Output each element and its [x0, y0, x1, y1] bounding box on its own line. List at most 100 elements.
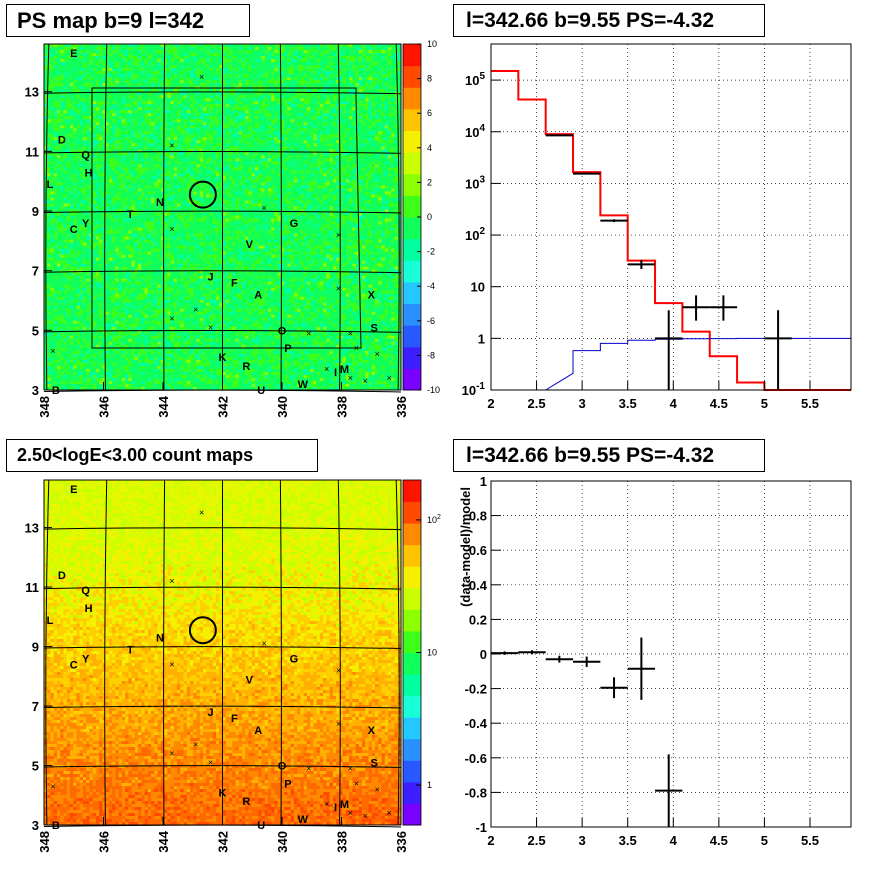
- bottom-left-y-tick-label: 11: [25, 580, 39, 595]
- bottom-right-y-tick-label: -0.8: [465, 785, 487, 800]
- bottom-left-x-tick-label: 346: [97, 831, 112, 853]
- top-left-source-marker: ×: [348, 328, 353, 338]
- bottom-left-meridian: [279, 479, 282, 826]
- top-left-source-marker: ×: [354, 343, 359, 353]
- top-right-x-tick-label: 3.5: [619, 396, 637, 411]
- bottom-right-x-tick-label: 4: [670, 833, 678, 848]
- bottom-left-source-label: U: [257, 820, 265, 832]
- top-left-colorbar-tick-label: -10: [427, 385, 440, 395]
- top-left-colorbar-band: [403, 195, 421, 218]
- top-left-parallel: [43, 270, 402, 274]
- top-left-meridian: [279, 43, 282, 391]
- top-left-source-marker: ×: [169, 140, 174, 150]
- bottom-left-source-marker: ×: [336, 719, 341, 729]
- bottom-right-y-tick-label: -0.4: [465, 716, 488, 731]
- bottom-left-colorbar-band: [403, 760, 421, 783]
- top-left-meridian: [337, 43, 341, 391]
- top-left-meridian: [163, 43, 166, 391]
- bottom-left-meridian: [337, 479, 341, 826]
- top-right-title: l=342.66 b=9.55 PS=-4.32: [453, 4, 765, 37]
- top-left-source-marker: ×: [386, 373, 391, 383]
- top-left-y-tick-label: 3: [32, 383, 39, 398]
- bottom-right-y-tick-label: 0: [480, 647, 487, 662]
- bottom-left-colorbar-band: [403, 587, 421, 610]
- bottom-right-x-tick-label: 3: [579, 833, 586, 848]
- top-left-x-tick-label: 344: [156, 395, 171, 417]
- top-left-x-tick-label: 338: [335, 396, 350, 418]
- bottom-left-x-tick-label: 344: [156, 830, 171, 852]
- top-left-colorbar-band: [403, 325, 421, 348]
- top-left-colorbar-band: [403, 130, 421, 153]
- bottom-right-y-tick-label: 0.6: [469, 543, 487, 558]
- top-left-source-label: Q: [81, 149, 90, 161]
- top-left-y-tick-label: 7: [32, 264, 39, 279]
- bottom-left-source-label: G: [290, 653, 299, 665]
- top-right-y-tick-label: 10-1: [462, 381, 486, 398]
- top-left-source-label: Y: [82, 218, 90, 230]
- bottom-right-grid: [490, 480, 851, 828]
- bottom-left-source-marker: ×: [324, 799, 329, 809]
- bottom-right-y-tick-label: 0.2: [469, 612, 487, 627]
- top-left-meridian: [45, 43, 50, 391]
- top-left-title: PS map b=9 l=342: [6, 4, 250, 37]
- bottom-left-colorbar-band: [403, 630, 421, 653]
- top-left-colorbar-band: [403, 87, 421, 110]
- bottom-left-y-tick-label: 7: [32, 699, 39, 714]
- bottom-left-colorbar-band: [403, 803, 421, 826]
- bottom-left-source-label: I: [334, 802, 337, 814]
- top-left-source-marker: ×: [348, 373, 353, 383]
- bottom-left-source-label: J: [208, 707, 214, 719]
- top-left-source-marker: ×: [169, 313, 174, 323]
- bottom-left-y-tick-label: 3: [32, 818, 39, 833]
- top-left-source-marker: ×: [336, 230, 341, 240]
- bottom-left-meridian: [163, 479, 166, 826]
- bottom-right-x-tick-label: 3.5: [619, 833, 637, 848]
- top-right-y-tick-label: 103: [465, 174, 485, 191]
- top-left-source-marker: ×: [306, 328, 311, 338]
- top-left-source-marker: ×: [363, 376, 368, 386]
- bottom-left-colorbar-band: [403, 652, 421, 675]
- bottom-left-meridian: [104, 479, 108, 826]
- bottom-left-colorbar: [403, 480, 421, 826]
- top-left-source-marker: ×: [262, 203, 267, 213]
- bottom-right-y-tick-label: 0.8: [469, 509, 487, 524]
- top-left-y-tick-label: 11: [25, 144, 39, 159]
- bottom-left-y-tick-label: 9: [32, 640, 39, 655]
- bottom-left-colorbar-band: [403, 674, 421, 697]
- bottom-left-colorbar-tick-label: 102: [427, 514, 441, 525]
- bottom-left-source-label: N: [156, 633, 164, 645]
- top-left-colorbar-band: [403, 217, 421, 240]
- top-right-y-tick-label: 1: [478, 331, 485, 346]
- bottom-left-source-marker: ×: [354, 778, 359, 788]
- bottom-right-x-tick-label: 4.5: [710, 833, 728, 848]
- bottom-left-source-label: C: [70, 659, 78, 671]
- bottom-left-source-marker: ×: [375, 784, 380, 794]
- top-left-source-label: J: [208, 272, 214, 284]
- bottom-left-source-marker: ×: [193, 740, 198, 750]
- top-left-target-circle: [188, 180, 217, 209]
- top-left-parallel: [43, 210, 402, 214]
- top-left-source-label: B: [52, 385, 60, 397]
- bottom-left-source-marker: ×: [50, 781, 55, 791]
- bottom-left-colorbar-band: [403, 717, 421, 740]
- bottom-left-source-label: Y: [82, 653, 90, 665]
- top-left-colorbar-tick-label: -8: [427, 350, 435, 360]
- top-left-source-label: S: [371, 322, 378, 334]
- bottom-left-target-circle: [188, 616, 217, 645]
- top-left-source-label: I: [334, 367, 337, 379]
- bottom-left-source-label: H: [85, 603, 93, 615]
- bottom-right-x-tick-label: 5.5: [801, 833, 819, 848]
- top-left-y-tick-label: 9: [32, 204, 39, 219]
- top-left-colorbar-band: [403, 44, 421, 67]
- top-right-x-tick-label: 2.5: [528, 396, 546, 411]
- top-left-source-marker: ×: [193, 304, 198, 314]
- bottom-left-source-label: X: [368, 725, 376, 737]
- top-left-x-tick-label: 340: [275, 396, 290, 418]
- bottom-left-colorbar-band: [403, 501, 421, 524]
- top-left-parallel: [43, 91, 402, 95]
- bottom-left-source-marker: ×: [262, 639, 267, 649]
- bottom-left-source-marker: ×: [336, 665, 341, 675]
- top-left-colorbar-band: [403, 260, 421, 283]
- bottom-left-colorbar-band: [403, 695, 421, 718]
- top-left-source-marker: ×: [375, 349, 380, 359]
